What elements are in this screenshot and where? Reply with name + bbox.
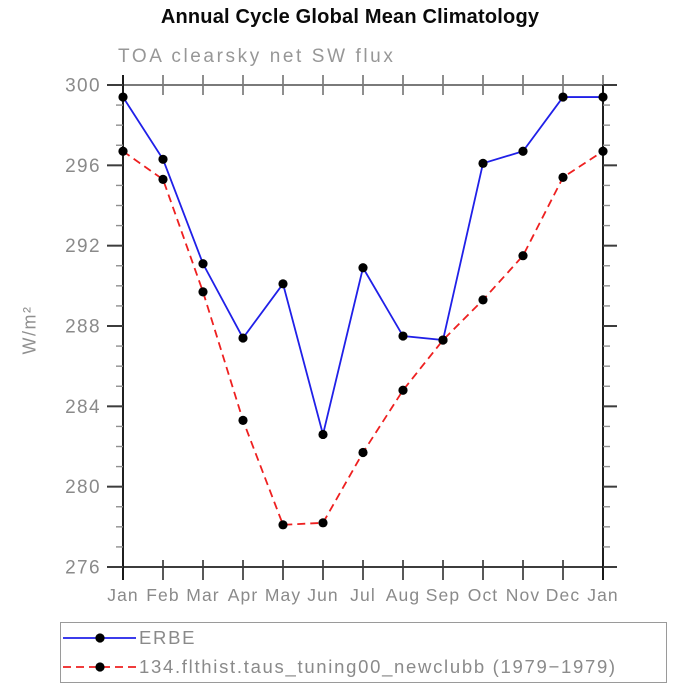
legend-marker-dot [95,633,105,643]
y-axis-tick-label: 296 [65,156,101,177]
data-point-series-0 [158,154,168,164]
legend-swatch-solid-line [63,633,136,643]
data-point-series-0 [478,158,488,168]
x-axis-tick-label: May [265,585,301,605]
x-axis-tick-label: Jan [107,585,139,605]
x-axis-tick-label: Jun [307,585,339,605]
data-point-series-1 [438,335,448,345]
data-point-series-0 [598,92,608,102]
legend-label-model: 134.flthist.taus_tuning00_newclubb (1979… [139,655,617,677]
chart-title: Annual Cycle Global Mean Climatology [160,6,540,28]
data-point-series-1 [278,520,288,530]
data-point-series-1 [318,518,328,528]
data-point-series-1 [198,287,208,297]
data-point-series-1 [478,295,488,305]
x-axis-tick-label: Jan [587,585,619,605]
y-axis-tick-label: 276 [65,558,101,579]
legend-swatch-dashed-line [63,662,136,672]
data-point-series-1 [398,385,408,395]
data-point-series-0 [238,333,248,343]
chart-plot-area: 276 280 284 288 292 296 300 Jan Feb Mar Apr May Jun J… [65,75,619,605]
data-point-series-1 [158,174,168,184]
legend-item-model: 134.flthist.taus_tuning00_newclubb (1979… [61,654,666,680]
data-point-series-1 [518,251,528,261]
chart-subtitle: TOA clearsky net SW flux [118,46,396,67]
x-axis-tick-label: Apr [228,585,259,605]
x-axis-tick-label: Nov [506,585,540,605]
data-point-series-0 [198,259,208,269]
x-axis-tick-label: Jul [350,585,376,605]
data-point-series-1 [358,447,368,458]
data-point-series-1 [118,146,128,156]
data-point-series-0 [558,92,568,102]
x-axis-tick-label: Dec [546,585,580,605]
data-point-series-0 [278,279,288,289]
series-line-1 [122,150,604,526]
x-axis-tick-label: Sep [426,585,460,605]
x-axis-tick-label: Oct [468,585,499,605]
data-point-series-0 [318,429,328,440]
data-point-series-0 [518,146,528,156]
legend-marker-dot [95,662,105,672]
legend-box: ERBE 134.flthist.taus_tuning00_newclubb … [60,622,667,683]
data-point-series-1 [598,146,608,156]
data-point-series-0 [118,92,128,102]
legend-label-erbe: ERBE [139,627,197,649]
y-axis-tick-label: 284 [65,397,101,418]
x-axis-tick-label: Aug [386,585,420,605]
y-axis-tick-label: 300 [65,76,101,97]
legend-item-erbe: ERBE [61,625,666,651]
y-axis-tick-label: 280 [65,477,101,498]
data-point-series-0 [398,331,408,341]
y-axis-tick-label: 292 [65,236,101,257]
x-axis-tick-label: Feb [146,585,179,605]
data-point-series-1 [558,172,568,182]
data-point-series-0 [358,263,368,273]
x-axis-tick-label: Mar [186,585,219,605]
y-axis-tick-label: 288 [65,317,101,338]
data-point-series-1 [238,415,248,425]
